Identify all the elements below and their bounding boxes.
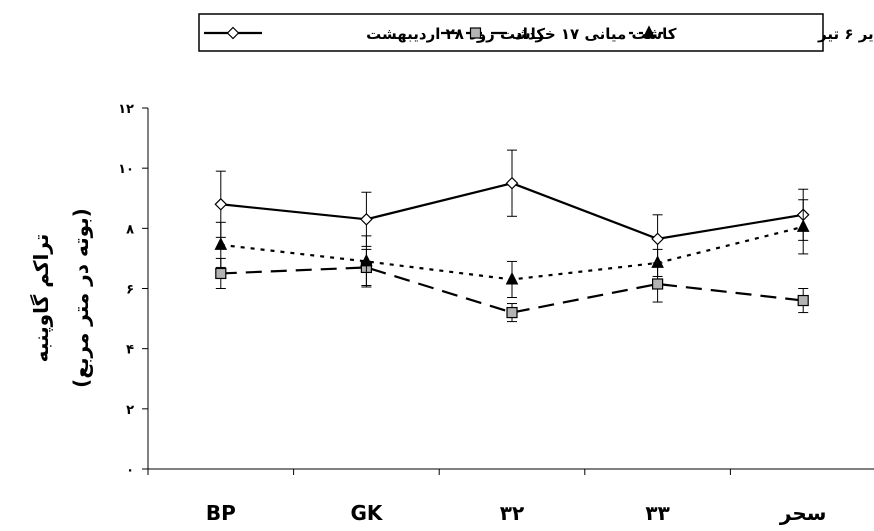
y-tick-label: ۸ xyxy=(126,222,134,237)
x-tick-label: ۳۲ xyxy=(500,501,524,525)
data-point xyxy=(214,197,228,211)
legend-swatch-marker xyxy=(226,26,240,40)
y-axis-title-line-2: (بوته در متر مربع) xyxy=(69,208,93,388)
data-point xyxy=(651,278,664,290)
legend-swatch-marker xyxy=(642,25,656,38)
legend-item-1: کاشت میانی ۱۷ خرداد xyxy=(441,25,677,43)
legend-label: کاشت دیر ۶ تیر xyxy=(817,25,874,43)
y-tick-label: ۲ xyxy=(126,403,134,418)
legend-item-2: کاشت دیر ۶ تیر xyxy=(629,25,874,43)
x-tick-label: GK xyxy=(350,501,383,525)
x-tick-label: ۳۳ xyxy=(645,501,669,525)
series-0 xyxy=(214,149,810,264)
legend-box xyxy=(198,13,824,52)
y-tick-label: ۴ xyxy=(126,343,134,358)
series-2 xyxy=(214,199,810,299)
y-tick-label: ۶ xyxy=(126,283,134,298)
legend-label: کاشت میانی ۱۷ خرداد xyxy=(515,25,677,43)
data-point xyxy=(215,267,227,280)
x-tick-label: BP xyxy=(206,501,236,525)
axes: ۰ ۲ ۴ ۶ ۸ ۱۰ ۱۲ BP GK ۳۲ ۳۳ سحر xyxy=(118,102,874,525)
data-point xyxy=(797,294,809,307)
data-point xyxy=(360,253,373,267)
y-tick-label: ۱۰ xyxy=(118,162,134,177)
data-point xyxy=(651,255,664,268)
y-axis-title-line-1: تراکم گاوپنبه xyxy=(29,234,54,363)
data-point xyxy=(214,237,228,250)
y-tick-label: ۰ xyxy=(126,463,134,478)
data-point xyxy=(505,271,519,285)
series-layer xyxy=(214,149,810,323)
data-point xyxy=(505,176,519,190)
y-axis-title: تراکم گاوپنبه (بوته در متر مربع) xyxy=(29,208,93,388)
data-point xyxy=(651,232,664,246)
legend-swatch-marker xyxy=(469,27,482,39)
x-tick-label: سحر xyxy=(779,501,827,525)
data-point xyxy=(360,212,373,226)
data-point xyxy=(796,219,810,232)
y-tick-label: ۱۲ xyxy=(118,102,134,117)
data-point xyxy=(506,306,518,319)
